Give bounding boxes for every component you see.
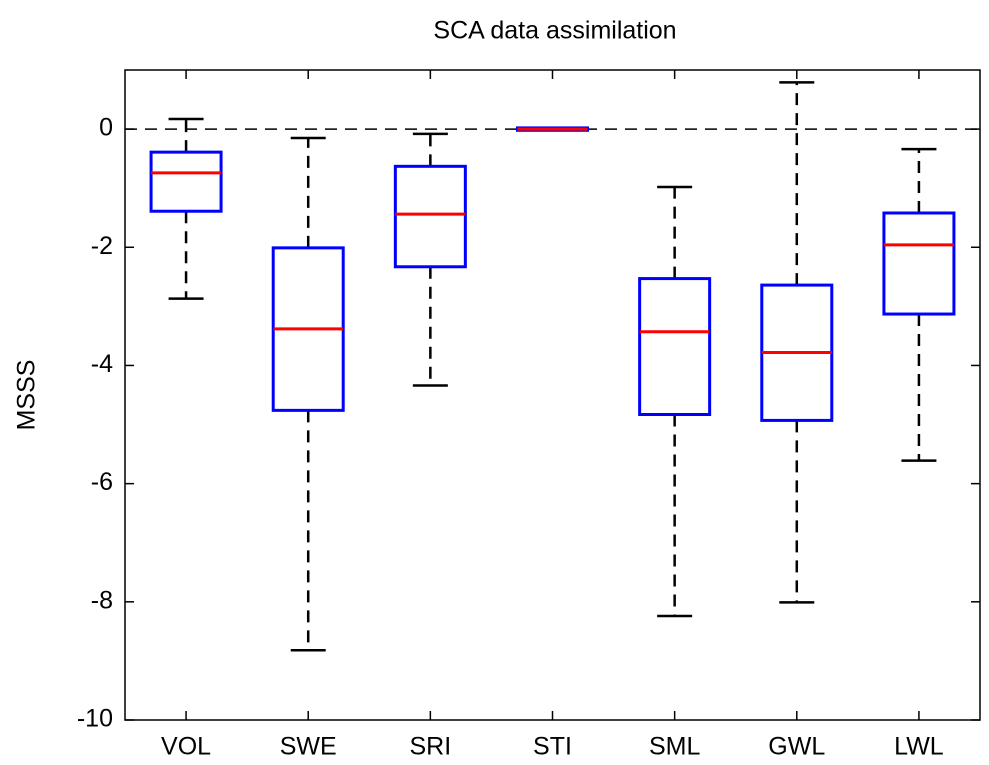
x-tick-label: LWL [894, 733, 944, 761]
y-tick-label: 0 [99, 114, 113, 142]
x-tick-label: STI [533, 733, 572, 761]
y-axis-label: MSSS [13, 360, 41, 431]
box [638, 277, 712, 416]
x-tick-label: SML [649, 733, 701, 761]
box [393, 164, 467, 269]
box [149, 150, 223, 213]
x-tick-label: SWE [280, 733, 337, 761]
y-tick-label: -10 [77, 705, 113, 733]
plot-area [124, 69, 981, 721]
x-tick-label: VOL [161, 733, 211, 761]
box [882, 211, 956, 316]
chart-title: SCA data assimilation [433, 17, 676, 45]
x-tick-label: SRI [410, 733, 452, 761]
x-tick-label: GWL [768, 733, 825, 761]
y-tick-label: -6 [91, 468, 113, 496]
y-tick-label: -2 [91, 232, 113, 260]
y-tick-label: -8 [91, 586, 113, 614]
y-tick-label: -4 [91, 350, 113, 378]
